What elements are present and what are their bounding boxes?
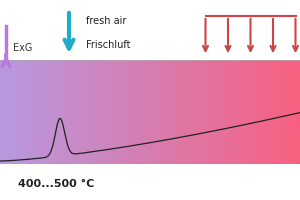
Text: fresh air: fresh air (85, 16, 126, 26)
Text: ExG: ExG (14, 43, 33, 53)
Text: Frischluft: Frischluft (85, 40, 130, 50)
Bar (0, 164, 300, 200)
Bar (0, 0, 300, 60)
Text: 400...500 °C: 400...500 °C (18, 179, 94, 189)
